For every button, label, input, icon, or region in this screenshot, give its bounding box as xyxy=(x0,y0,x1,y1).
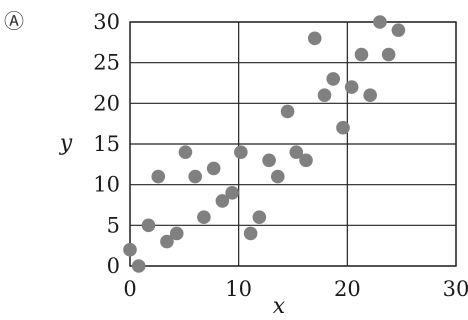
data-point xyxy=(160,234,174,249)
data-point xyxy=(243,226,258,241)
data-point xyxy=(188,169,202,184)
y-tick-label: 5 xyxy=(107,213,120,237)
y-tick-label: 20 xyxy=(93,91,120,115)
y-tick-labels: 0 5 10 15 20 25 30 xyxy=(93,10,120,278)
data-point xyxy=(299,153,313,168)
data-point xyxy=(373,15,387,29)
x-tick-label: 30 xyxy=(443,277,468,301)
data-point xyxy=(336,120,350,135)
data-point xyxy=(363,88,377,102)
y-axis-label: y xyxy=(59,131,73,156)
data-point xyxy=(252,210,267,224)
x-tick-labels: 0 10 20 30 xyxy=(123,277,468,301)
data-point xyxy=(151,169,166,184)
data-point xyxy=(262,153,276,168)
data-point xyxy=(381,47,396,62)
data-point xyxy=(123,242,137,257)
data-point xyxy=(270,169,285,184)
data-point xyxy=(344,80,359,94)
y-tick-label: 10 xyxy=(93,173,120,197)
data-point xyxy=(206,161,221,176)
y-tick-label: 25 xyxy=(93,51,120,75)
y-tick-label: 30 xyxy=(93,10,120,34)
data-point xyxy=(289,145,304,159)
y-tick-label: 15 xyxy=(93,132,120,156)
data-point xyxy=(169,226,184,241)
data-points xyxy=(123,15,406,273)
data-point xyxy=(215,194,230,208)
y-tick-label: 0 xyxy=(107,254,120,278)
data-point xyxy=(141,218,156,233)
x-axis-label: x xyxy=(273,294,286,319)
data-point xyxy=(317,88,332,102)
data-point xyxy=(197,210,211,224)
plot-frame xyxy=(129,21,457,267)
data-point xyxy=(391,23,406,37)
data-point xyxy=(225,186,239,200)
panel-label: Ⓐ xyxy=(4,9,24,33)
data-point xyxy=(234,145,248,159)
data-point xyxy=(280,104,295,119)
data-point xyxy=(178,145,193,159)
data-point xyxy=(307,31,322,46)
x-tick-label: 20 xyxy=(334,277,361,301)
x-tick-label: 0 xyxy=(123,277,136,301)
data-point xyxy=(354,47,369,62)
data-point xyxy=(326,72,341,86)
data-point xyxy=(131,259,146,273)
x-tick-label: 10 xyxy=(225,277,252,301)
